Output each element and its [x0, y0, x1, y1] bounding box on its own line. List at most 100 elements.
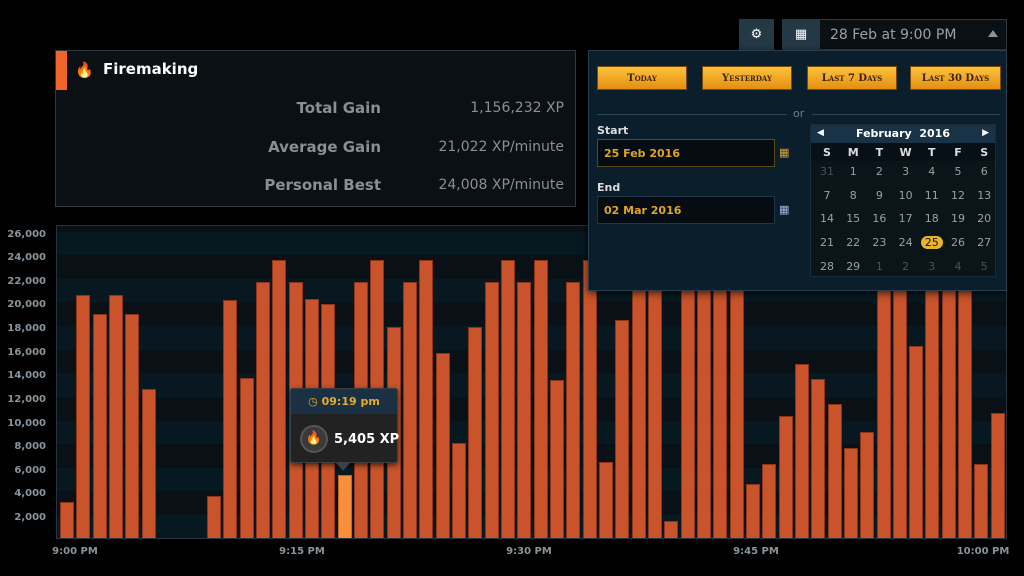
preset-last-7-days-button[interactable]: Last 7 Days	[807, 66, 897, 90]
prev-month-icon[interactable]: ◀	[817, 128, 824, 138]
bar[interactable]	[974, 464, 989, 538]
bar[interactable]	[680, 278, 695, 538]
calendar-day[interactable]: 1	[849, 165, 857, 178]
calendar-day[interactable]: 1	[875, 259, 883, 273]
bar[interactable]	[92, 314, 107, 538]
date-range-dropdown[interactable]: 28 Feb at 9:00 PM	[820, 19, 1007, 50]
calendar-day[interactable]: 25	[920, 236, 943, 250]
calendar-day[interactable]: 17	[898, 212, 913, 226]
bar[interactable]	[435, 353, 450, 538]
preset-yesterday-button[interactable]: Yesterday	[702, 66, 792, 90]
calendar-day[interactable]: 10	[898, 188, 913, 202]
calendar-day[interactable]: 11	[924, 188, 939, 202]
bar[interactable]	[484, 282, 499, 538]
calendar-day[interactable]: 22	[846, 236, 861, 250]
bar[interactable]	[713, 278, 728, 538]
bar-tooltip: ◷ 09:19 pm 🔥 5,405 XP	[290, 388, 399, 463]
bar[interactable]	[239, 378, 254, 538]
end-calendar-icon[interactable]: ▦	[779, 203, 790, 216]
calendar-day[interactable]: 12	[951, 188, 965, 202]
campfire-icon: 🔥	[300, 425, 328, 453]
bar[interactable]	[762, 464, 777, 538]
calendar-day[interactable]: 18	[924, 212, 939, 226]
bar[interactable]	[696, 278, 711, 538]
bar[interactable]	[941, 278, 956, 538]
calendar-day[interactable]: 4	[954, 259, 962, 273]
calendar-day[interactable]: 19	[951, 212, 965, 226]
bar[interactable]	[517, 282, 532, 538]
calendar-day[interactable]: 23	[872, 236, 887, 250]
calendar-day[interactable]: 2	[902, 259, 910, 273]
bar[interactable]	[108, 295, 123, 538]
bar[interactable]	[533, 259, 548, 538]
calendar-day[interactable]: 9	[875, 188, 883, 202]
start-date-input[interactable]: 25 Feb 2016	[597, 139, 775, 167]
calendar-day[interactable]: 13	[977, 188, 992, 202]
bar[interactable]	[337, 474, 352, 538]
bar[interactable]	[598, 461, 613, 538]
bar[interactable]	[223, 300, 238, 538]
bar[interactable]	[811, 379, 826, 538]
calendar-day[interactable]: 8	[849, 188, 857, 202]
bar[interactable]	[843, 447, 858, 538]
calendar-day[interactable]: 7	[823, 188, 831, 202]
calendar-day[interactable]: 3	[928, 259, 936, 273]
bar[interactable]	[125, 314, 140, 538]
calendar-day[interactable]: 31	[820, 165, 834, 178]
calendar-day[interactable]: 5	[980, 259, 988, 273]
preset-today-button[interactable]: Today	[597, 66, 687, 90]
bar[interactable]	[958, 278, 973, 538]
bar[interactable]	[827, 404, 842, 538]
calendar-button[interactable]: ▦	[782, 19, 820, 50]
calendar-day[interactable]: 16	[872, 212, 887, 226]
calendar-day[interactable]: 5	[954, 165, 962, 178]
calendar-day[interactable]: 20	[977, 212, 992, 226]
bar[interactable]	[876, 278, 891, 538]
calendar-day[interactable]: 3	[902, 165, 910, 178]
bar[interactable]	[647, 278, 662, 538]
calendar-day[interactable]: 29	[846, 259, 861, 273]
bar[interactable]	[729, 278, 744, 538]
bar[interactable]	[272, 259, 287, 538]
calendar-day[interactable]: 21	[820, 236, 834, 250]
calendar-day[interactable]: 4	[928, 165, 936, 178]
bar[interactable]	[76, 295, 91, 538]
bar[interactable]	[909, 346, 924, 538]
bar[interactable]	[549, 380, 564, 538]
bar[interactable]	[778, 415, 793, 538]
bar[interactable]	[794, 363, 809, 538]
calendar-day[interactable]: 14	[820, 212, 834, 226]
calendar-day[interactable]: 27	[977, 236, 992, 250]
settings-button[interactable]: ⚙	[739, 19, 774, 50]
bar[interactable]	[664, 520, 679, 538]
bar[interactable]	[60, 502, 74, 538]
preset-last-30-days-button[interactable]: Last 30 Days	[910, 66, 1001, 90]
calendar-day[interactable]: 6	[980, 165, 988, 178]
calendar-day[interactable]: 15	[846, 212, 861, 226]
bar[interactable]	[925, 278, 940, 538]
bar[interactable]	[860, 432, 875, 538]
calendar-day[interactable]: 2	[875, 165, 883, 178]
bar[interactable]	[745, 484, 760, 538]
end-date-input[interactable]: 02 Mar 2016	[597, 196, 775, 224]
bar[interactable]	[402, 282, 417, 538]
bar[interactable]	[892, 278, 907, 538]
bar[interactable]	[468, 327, 483, 538]
bar[interactable]	[141, 388, 156, 538]
x-tick-label: 9:30 PM	[506, 546, 552, 557]
start-calendar-icon[interactable]: ▦	[779, 146, 790, 159]
calendar-day[interactable]: 24	[898, 236, 913, 250]
bar[interactable]	[582, 259, 597, 538]
bar[interactable]	[419, 259, 434, 538]
bar[interactable]	[451, 442, 466, 538]
calendar-day[interactable]: 26	[951, 236, 965, 250]
bar[interactable]	[255, 282, 270, 538]
bar[interactable]	[500, 259, 515, 538]
bar[interactable]	[615, 320, 630, 538]
calendar-day[interactable]: 28	[820, 259, 834, 273]
bar[interactable]	[990, 413, 1005, 538]
bar[interactable]	[566, 282, 581, 538]
bar[interactable]	[631, 278, 646, 538]
bar[interactable]	[206, 496, 221, 538]
next-month-icon[interactable]: ▶	[982, 128, 989, 138]
